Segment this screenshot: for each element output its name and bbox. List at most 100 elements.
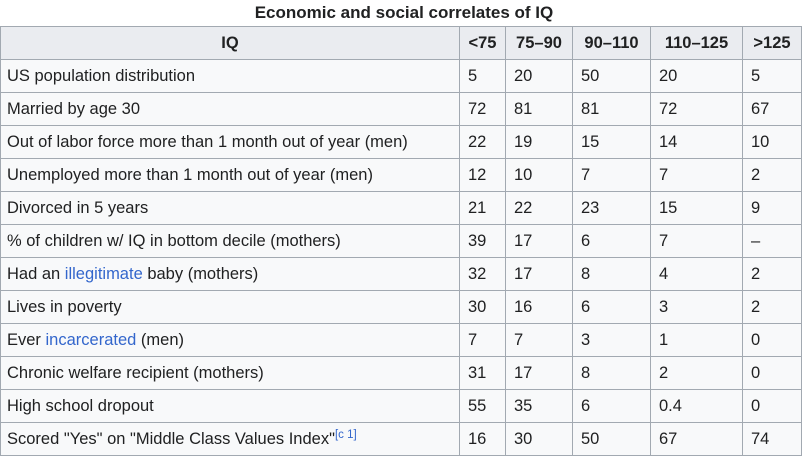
cell-value: 81 <box>505 92 573 126</box>
cell-value: 7 <box>459 323 506 357</box>
table-row: % of children w/ IQ in bottom decile (mo… <box>0 224 802 258</box>
row-label: Unemployed more than 1 month out of year… <box>0 158 460 192</box>
table-row: Married by age 30 72 81 81 72 67 <box>0 92 802 126</box>
cell-value: 7 <box>505 323 573 357</box>
cell-value: 50 <box>572 59 651 93</box>
cell-value: 81 <box>572 92 651 126</box>
table-row: Divorced in 5 years 21 22 23 15 9 <box>0 191 802 225</box>
cell-value: 20 <box>505 59 573 93</box>
cell-value: 3 <box>650 290 743 324</box>
cell-value: 50 <box>572 422 651 456</box>
cell-value: 17 <box>505 224 573 258</box>
table-row: Had an illegitimate baby (mothers) 32 17… <box>0 257 802 291</box>
row-label-suffix: baby (mothers) <box>142 264 259 283</box>
row-label: Out of labor force more than 1 month out… <box>0 125 460 159</box>
cell-value: 0 <box>742 323 802 357</box>
correlates-table: IQ <75 75–90 90–110 110–125 >125 US popu… <box>0 26 802 456</box>
table-row: US population distribution 5 20 50 20 5 <box>0 59 802 93</box>
cell-value: 6 <box>572 389 651 423</box>
cell-value: 30 <box>459 290 506 324</box>
cell-value: 35 <box>505 389 573 423</box>
cell-value: 5 <box>742 59 802 93</box>
cell-value: 0 <box>742 389 802 423</box>
header-above-125[interactable]: >125 <box>742 26 802 60</box>
row-label-prefix: Had an <box>7 264 65 283</box>
cell-value: 14 <box>650 125 743 159</box>
row-label: Divorced in 5 years <box>0 191 460 225</box>
cell-value: 2 <box>742 257 802 291</box>
cell-value: 16 <box>459 422 506 456</box>
cell-value: 10 <box>742 125 802 159</box>
cell-value: 3 <box>572 323 651 357</box>
cell-value: 16 <box>505 290 573 324</box>
cell-value: 31 <box>459 356 506 390</box>
cell-value: 7 <box>650 158 743 192</box>
cell-value: 32 <box>459 257 506 291</box>
cell-value: 8 <box>572 257 651 291</box>
illegitimate-link[interactable]: illegitimate <box>64 264 143 283</box>
table-caption: Economic and social correlates of IQ <box>254 3 554 22</box>
cell-value: 19 <box>505 125 573 159</box>
row-label-prefix: Ever <box>7 330 46 349</box>
cell-value: 0 <box>742 356 802 390</box>
footnote-reference: [c 1] <box>335 429 357 441</box>
header-iq[interactable]: IQ <box>0 26 460 60</box>
table-row: Lives in poverty 30 16 6 3 2 <box>0 290 802 324</box>
cell-value: 74 <box>742 422 802 456</box>
cell-value: – <box>742 224 802 258</box>
row-label: Lives in poverty <box>0 290 460 324</box>
cell-value: 30 <box>505 422 573 456</box>
row-label: Scored "Yes" on "Middle Class Values Ind… <box>0 422 460 456</box>
cell-value: 10 <box>505 158 573 192</box>
cell-value: 1 <box>650 323 743 357</box>
cell-value: 6 <box>572 224 651 258</box>
cell-value: 8 <box>572 356 651 390</box>
cell-value: 7 <box>650 224 743 258</box>
cell-value: 72 <box>650 92 743 126</box>
row-label: Had an illegitimate baby (mothers) <box>0 257 460 291</box>
cell-value: 2 <box>742 290 802 324</box>
incarcerated-link[interactable]: incarcerated <box>45 330 137 349</box>
table-row: Scored "Yes" on "Middle Class Values Ind… <box>0 422 802 456</box>
cell-value: 2 <box>742 158 802 192</box>
cell-value: 15 <box>650 191 743 225</box>
cell-value: 6 <box>572 290 651 324</box>
row-label: High school dropout <box>0 389 460 423</box>
cell-value: 23 <box>572 191 651 225</box>
cell-value: 15 <box>572 125 651 159</box>
header-75-90[interactable]: 75–90 <box>505 26 573 60</box>
row-label-suffix: (men) <box>136 330 184 349</box>
header-row: IQ <75 75–90 90–110 110–125 >125 <box>0 26 802 60</box>
row-label: US population distribution <box>0 59 460 93</box>
row-label: % of children w/ IQ in bottom decile (mo… <box>0 224 460 258</box>
cell-value: 12 <box>459 158 506 192</box>
header-90-110[interactable]: 90–110 <box>572 26 651 60</box>
cell-value: 0.4 <box>650 389 743 423</box>
cell-value: 22 <box>505 191 573 225</box>
cell-value: 67 <box>650 422 743 456</box>
header-110-125[interactable]: 110–125 <box>650 26 743 60</box>
cell-value: 20 <box>650 59 743 93</box>
cell-value: 17 <box>505 257 573 291</box>
cell-value: 4 <box>650 257 743 291</box>
cell-value: 21 <box>459 191 506 225</box>
cell-value: 39 <box>459 224 506 258</box>
cell-value: 67 <box>742 92 802 126</box>
cell-value: 22 <box>459 125 506 159</box>
cell-value: 9 <box>742 191 802 225</box>
cell-value: 2 <box>650 356 743 390</box>
row-label: Married by age 30 <box>0 92 460 126</box>
row-label-text: Scored "Yes" on "Middle Class Values Ind… <box>7 429 335 448</box>
header-below-75[interactable]: <75 <box>459 26 506 60</box>
cell-value: 5 <box>459 59 506 93</box>
cell-value: 55 <box>459 389 506 423</box>
cell-value: 17 <box>505 356 573 390</box>
row-label: Ever incarcerated (men) <box>0 323 460 357</box>
table-row: High school dropout 55 35 6 0.4 0 <box>0 389 802 423</box>
footnote-link[interactable]: [c 1] <box>334 428 357 441</box>
table-row: Chronic welfare recipient (mothers) 31 1… <box>0 356 802 390</box>
cell-value: 7 <box>572 158 651 192</box>
cell-value: 72 <box>459 92 506 126</box>
table-row: Out of labor force more than 1 month out… <box>0 125 802 159</box>
